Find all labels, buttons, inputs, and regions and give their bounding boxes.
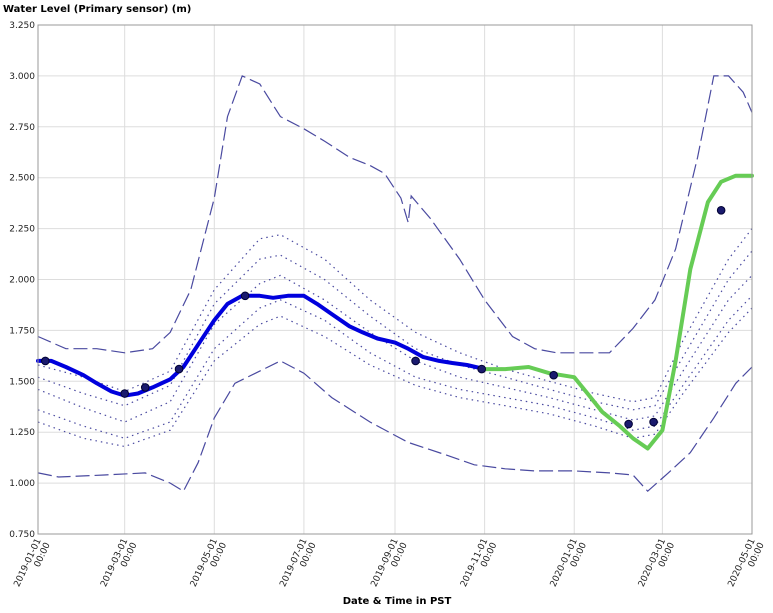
data-marker	[120, 389, 129, 398]
data-marker	[174, 364, 184, 374]
data-marker	[716, 205, 726, 215]
series-group	[36, 75, 754, 493]
data-marker	[477, 364, 486, 374]
data-marker	[549, 370, 558, 380]
series-line-dotted	[37, 307, 753, 448]
y-tick-label: 3.000	[9, 72, 35, 82]
series-line-solid-thick	[36, 293, 487, 398]
y-tick-label: 2.250	[9, 225, 35, 235]
y-tick-label: 1.500	[9, 377, 35, 387]
data-marker	[140, 383, 150, 392]
markers-group	[41, 205, 726, 429]
y-tick-label: 0.750	[9, 530, 35, 540]
x-axis-label: Date & Time in PST	[343, 596, 452, 607]
series-line-dashed-long	[37, 75, 753, 354]
y-tick-label: 2.750	[9, 123, 35, 133]
data-marker	[624, 419, 633, 429]
series-line-dotted	[37, 250, 753, 411]
y-axis-ticks: 0.750 1.000 1.250 1.500 1.750 2.000 2.250 2.500…	[9, 21, 35, 540]
data-marker	[41, 356, 50, 366]
y-tick-label: 2.000	[9, 276, 35, 286]
data-marker	[649, 417, 658, 427]
series-line-solid-thick	[482, 173, 754, 451]
series-line-dashed-long	[37, 360, 753, 493]
grid	[37, 24, 753, 535]
y-tick-label: 1.000	[9, 479, 35, 489]
data-marker	[411, 356, 420, 366]
y-axis-label: Water Level (Primary sensor) (m)	[3, 4, 191, 15]
plot-frame	[37, 24, 753, 535]
y-tick-label: 2.500	[9, 174, 35, 184]
series-line-dotted	[37, 228, 753, 403]
y-tick-label: 1.750	[9, 326, 35, 336]
y-tick-label: 1.250	[9, 428, 35, 438]
data-marker	[240, 291, 250, 301]
y-tick-label: 3.250	[9, 21, 35, 31]
